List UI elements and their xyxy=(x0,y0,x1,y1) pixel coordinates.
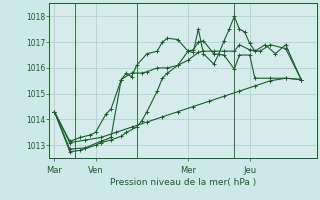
X-axis label: Pression niveau de la mer( hPa ): Pression niveau de la mer( hPa ) xyxy=(110,178,256,187)
